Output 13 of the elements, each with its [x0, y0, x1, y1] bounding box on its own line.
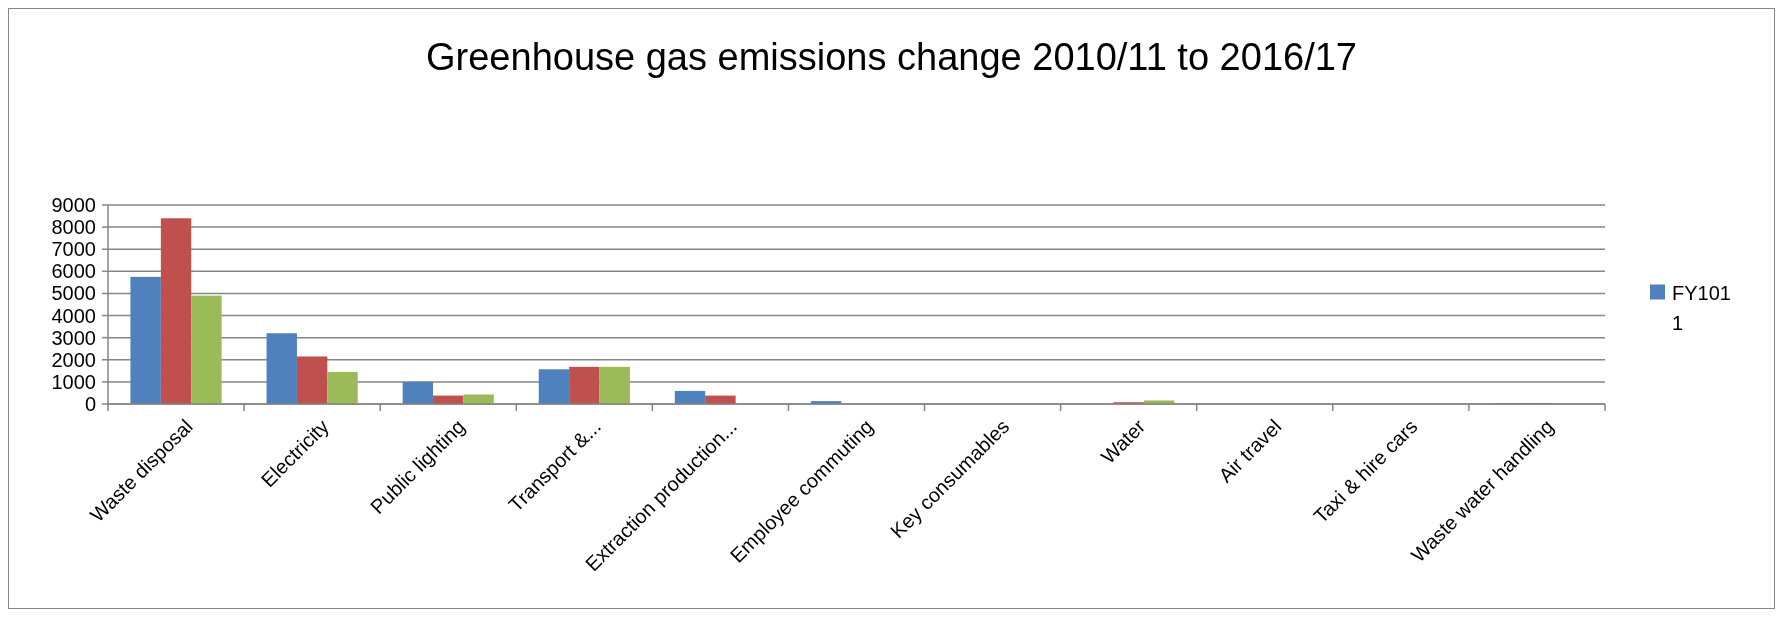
y-tick-label: 3000 [51, 326, 96, 349]
y-tick-label: 6000 [51, 260, 96, 283]
y-tick-label: 7000 [51, 238, 96, 261]
chart-title: Greenhouse gas emissions change 2010/11 to 2016/17 [426, 36, 1357, 78]
y-tick-label: 5000 [51, 282, 96, 305]
x-tick-label: Taxi & hire cars [1309, 415, 1422, 528]
y-tick-label: 2000 [51, 348, 96, 371]
y-tick-label: 1000 [51, 370, 96, 393]
y-tick-label: 4000 [51, 304, 96, 327]
y-tick-label: 9000 [51, 194, 96, 216]
y-tick-label: 0 [84, 393, 96, 415]
legend-label: FY1011 [1672, 281, 1731, 334]
y-tick-label: 8000 [51, 216, 96, 239]
